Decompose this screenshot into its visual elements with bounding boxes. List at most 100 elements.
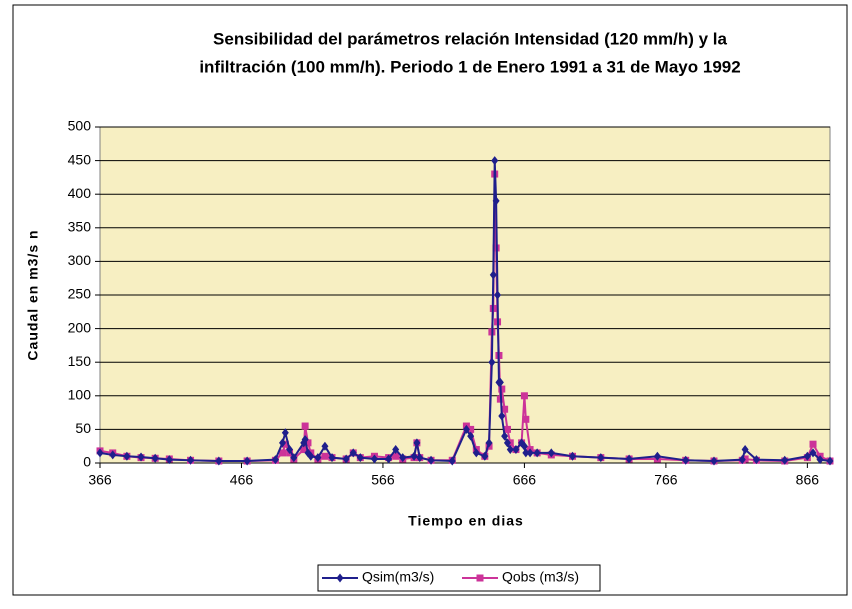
data-point [413,438,421,448]
data-point [781,455,789,465]
data-point [307,451,315,461]
data-point [481,451,489,461]
data-point [321,441,329,451]
data-point [826,456,834,466]
data-point [533,448,541,458]
data-point [498,385,506,393]
legend-label: Qobs (m3/s) [502,569,579,585]
data-point [96,448,104,458]
y-tick-label: 250 [68,286,92,302]
data-point [597,453,605,463]
data-point [682,455,690,465]
data-point [492,196,500,206]
legend-marker [476,574,484,582]
legend-marker [336,573,344,583]
data-point [803,451,811,461]
data-point [809,448,817,458]
data-point [290,453,298,463]
y-tick-label: 350 [68,219,92,235]
data-point [385,454,393,464]
data-point [300,446,308,454]
data-point [503,438,511,448]
data-point [137,452,145,462]
x-tick-label: 366 [88,472,112,488]
x-tick-label: 766 [654,472,678,488]
data-point [109,450,117,460]
data-point [503,425,511,433]
data-point [494,290,502,300]
y-tick-label: 400 [68,185,92,201]
data-point [467,431,475,441]
legend-label: Qsim(m3/s) [362,569,434,585]
data-point [520,441,528,451]
data-point [370,454,378,464]
data-point [462,424,470,434]
data-point [489,270,497,280]
data-point [321,452,329,460]
data-point [301,434,309,444]
data-point [279,449,286,457]
x-tick-label: 566 [371,472,395,488]
data-point [512,445,520,455]
data-point [520,392,528,400]
data-point [165,455,173,465]
x-axis-title: Tiempo en dias [408,513,524,529]
data-point [123,451,131,461]
data-point [522,415,530,423]
data-point [301,422,309,430]
x-tick-label: 466 [230,472,254,488]
y-tick-label: 300 [68,252,92,268]
data-point [506,445,514,455]
y-tick-label: 500 [68,118,92,134]
data-point [467,425,475,433]
data-point [472,448,480,458]
data-point [569,451,577,461]
chart-title: Sensibilidad del parámetros relación Int… [213,29,727,48]
y-axis-title: Caudal en m3/s n [25,229,41,360]
data-point [498,411,506,421]
y-tick-label: 100 [68,387,92,403]
data-point [410,451,418,461]
data-point [752,455,760,465]
data-point [356,453,364,463]
data-point [547,448,555,458]
y-tick-label: 50 [75,420,91,436]
data-point [501,431,509,441]
data-point [281,428,289,438]
x-tick-label: 666 [513,472,537,488]
data-point [653,451,661,461]
data-point [501,405,509,413]
series-line [99,160,831,463]
y-tick-label: 200 [68,319,92,335]
data-point [816,455,824,465]
y-tick-label: 0 [83,454,91,470]
data-point [392,452,400,460]
data-point [342,454,350,464]
legend-box [317,564,601,592]
data-point [349,448,357,458]
data-point [488,357,496,367]
chart-title: infiltración (100 mm/h). Periodo 1 de En… [199,57,740,76]
data-point [738,455,746,465]
data-point [625,454,633,464]
data-point [809,440,817,448]
y-tick-label: 150 [68,353,92,369]
data-point [496,377,504,387]
data-point [243,456,251,466]
data-point [271,455,279,465]
data-point [328,453,336,463]
data-point [448,456,456,466]
data-point [710,456,718,466]
data-point [215,456,223,466]
data-point [399,453,407,463]
data-point [286,445,294,455]
data-point [279,438,286,448]
data-point [427,455,435,465]
data-point [485,438,493,448]
data-point [314,453,322,463]
data-point [392,445,400,455]
data-point [416,453,424,463]
data-point [526,448,534,458]
data-point [151,453,159,463]
